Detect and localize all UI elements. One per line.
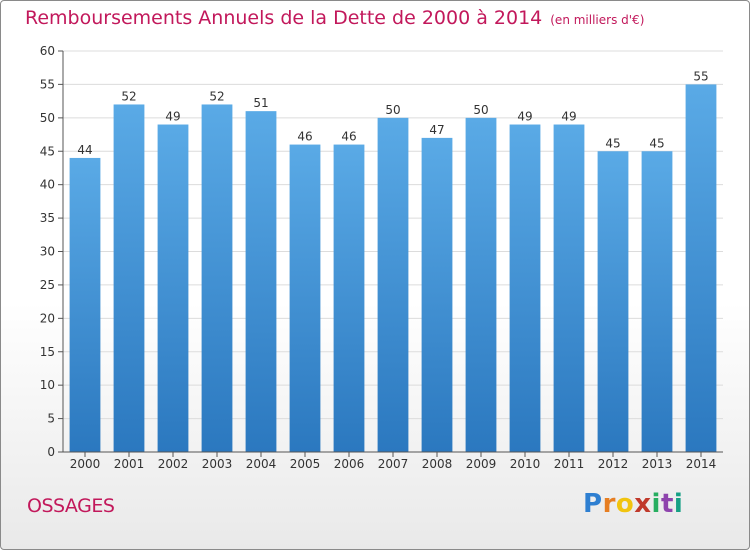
bar xyxy=(245,111,277,453)
bar xyxy=(289,144,321,453)
bar xyxy=(421,137,453,452)
bar-value-label: 52 xyxy=(121,89,136,103)
bar xyxy=(553,124,585,453)
chart-unit: (en milliers d'€) xyxy=(550,13,645,27)
bar-value-label: 46 xyxy=(341,130,356,144)
bar xyxy=(685,84,717,453)
x-tick-label: 2002 xyxy=(158,457,189,471)
bar-value-label: 51 xyxy=(253,96,268,110)
bar xyxy=(641,151,673,452)
y-tick-label: 25 xyxy=(40,278,55,292)
bar xyxy=(377,117,409,452)
x-tick-label: 2010 xyxy=(510,457,541,471)
bar-value-label: 46 xyxy=(297,130,312,144)
y-tick-label: 5 xyxy=(47,412,55,426)
y-tick-label: 45 xyxy=(40,144,55,158)
x-tick-label: 2012 xyxy=(598,457,629,471)
bar-series: 44 52 49 52 51 46 46 50 47 50 49 49 45 45 55 xyxy=(69,69,717,453)
bar-value-label: 45 xyxy=(649,136,664,150)
bar xyxy=(465,117,497,452)
y-tick-label: 40 xyxy=(40,178,55,192)
x-axis: 2000 2001 2002 2003 2004 2005 2006 2007 2008 2009… xyxy=(63,451,723,471)
x-tick-label: 2000 xyxy=(70,457,101,471)
bar-value-label: 55 xyxy=(693,69,708,83)
bar-value-label: 45 xyxy=(605,136,620,150)
bar-value-label: 50 xyxy=(385,103,400,117)
bar xyxy=(597,151,629,452)
x-tick-label: 2008 xyxy=(422,457,453,471)
bar xyxy=(333,144,365,453)
x-tick-label: 2007 xyxy=(378,457,409,471)
x-tick-label: 2001 xyxy=(114,457,145,471)
chart-title-text: Remboursements Annuels de la Dette de 20… xyxy=(25,7,543,29)
bar xyxy=(509,124,541,453)
y-tick-label: 55 xyxy=(40,77,55,91)
bar-value-label: 49 xyxy=(561,110,576,124)
chart-title: Remboursements Annuels de la Dette de 20… xyxy=(25,7,644,29)
bar-value-label: 44 xyxy=(77,143,92,157)
x-tick-label: 2006 xyxy=(334,457,365,471)
y-tick-label: 35 xyxy=(40,211,55,225)
x-tick-label: 2003 xyxy=(202,457,233,471)
y-tick-label: 60 xyxy=(40,44,55,58)
y-axis: 0 5 10 15 20 25 30 35 40 45 50 55 60 xyxy=(40,44,64,459)
y-tick-label: 10 xyxy=(40,378,55,392)
y-tick-label: 0 xyxy=(47,445,55,459)
bar-value-label: 52 xyxy=(209,89,224,103)
bar-value-label: 47 xyxy=(429,123,444,137)
x-tick-label: 2013 xyxy=(642,457,673,471)
bar xyxy=(69,157,101,452)
x-tick-label: 2011 xyxy=(554,457,585,471)
y-tick-label: 50 xyxy=(40,111,55,125)
x-tick-label: 2005 xyxy=(290,457,321,471)
x-tick-label: 2004 xyxy=(246,457,277,471)
bar xyxy=(157,124,189,453)
bar-value-label: 49 xyxy=(517,110,532,124)
proxiti-logo: Proxiti xyxy=(583,489,684,519)
y-tick-label: 30 xyxy=(40,245,55,259)
bar-value-label: 50 xyxy=(473,103,488,117)
commune-name: OSSAGES xyxy=(27,495,115,517)
bar xyxy=(201,104,233,452)
y-tick-label: 15 xyxy=(40,345,55,359)
y-tick-label: 20 xyxy=(40,311,55,325)
bar-value-label: 49 xyxy=(165,110,180,124)
bar xyxy=(113,104,145,452)
x-tick-label: 2014 xyxy=(686,457,717,471)
x-tick-label: 2009 xyxy=(466,457,497,471)
